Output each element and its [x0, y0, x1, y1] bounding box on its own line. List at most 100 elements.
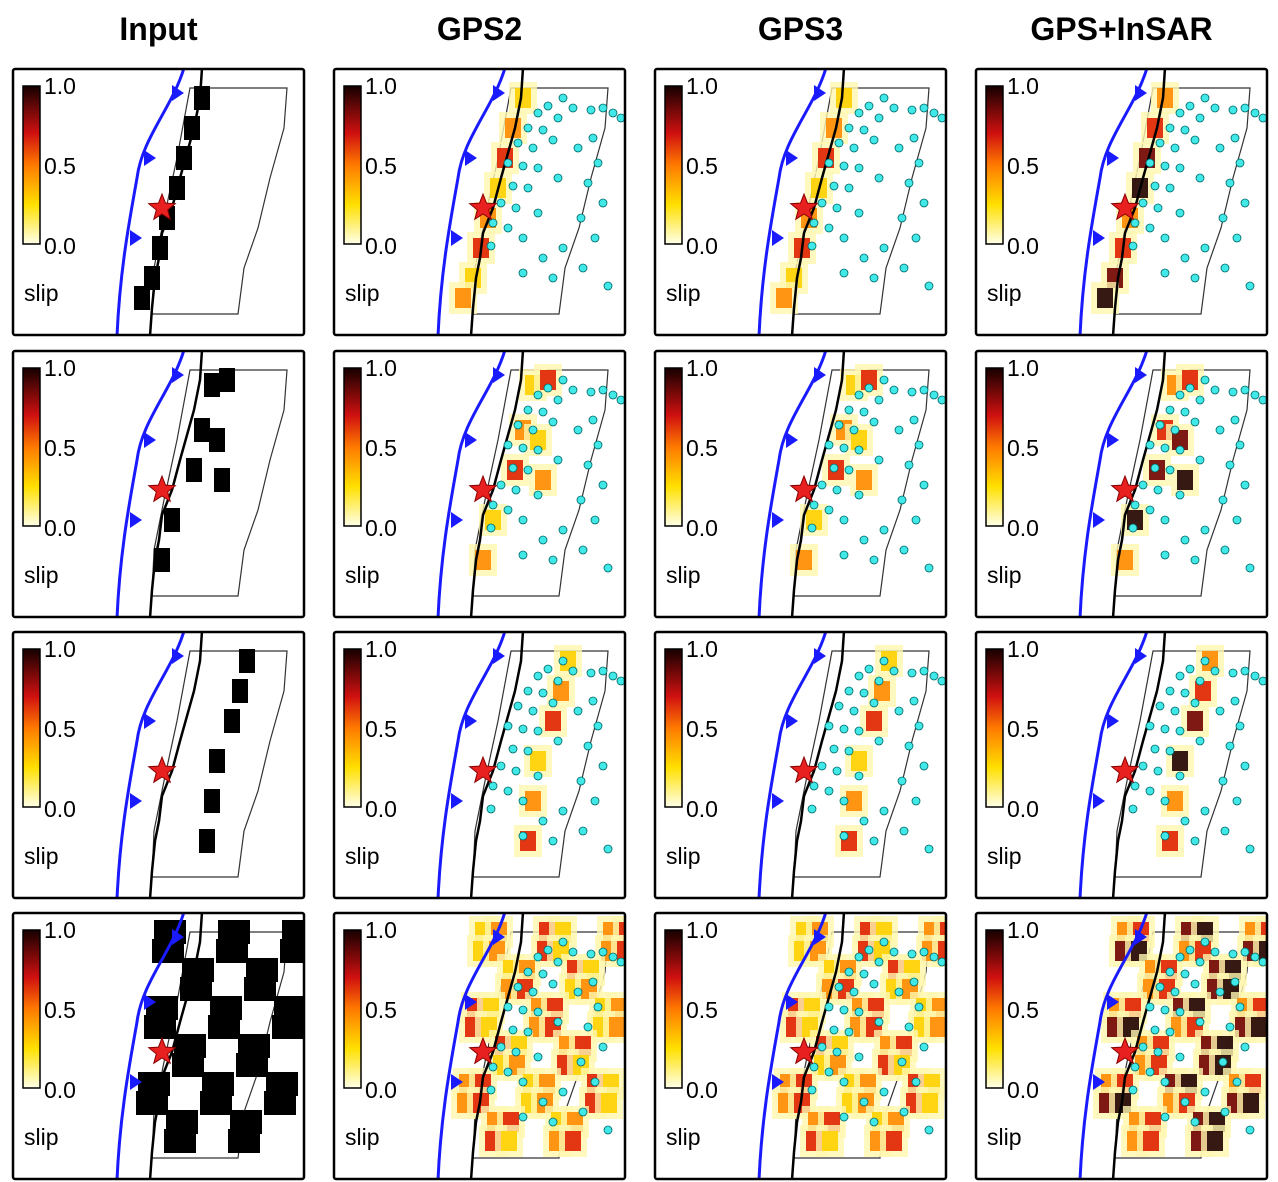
gps-station	[897, 213, 907, 223]
trench-triangle	[144, 713, 156, 729]
gps-station	[1250, 952, 1260, 962]
gps-station	[844, 686, 854, 696]
gps-station	[1128, 804, 1138, 814]
gps-station	[576, 776, 586, 786]
gps-station	[548, 135, 558, 145]
gps-station	[578, 826, 588, 836]
panel-frame	[974, 67, 1269, 337]
gps-station	[523, 686, 533, 696]
gps-station	[889, 103, 899, 113]
gps-station	[486, 241, 496, 251]
map-content	[436, 912, 626, 1180]
gps-station	[1180, 688, 1190, 698]
gps-station	[553, 957, 563, 967]
gps-station	[503, 1002, 513, 1012]
gps-station	[1138, 198, 1148, 208]
trench	[115, 350, 186, 618]
colorbar	[985, 929, 1004, 1089]
gps-station	[1190, 1117, 1200, 1127]
trench-triangle	[130, 793, 142, 809]
trench-triangle	[493, 929, 505, 945]
trench-triangle	[786, 432, 798, 448]
gps-station	[874, 957, 884, 967]
gps-station	[824, 505, 834, 515]
panel-frame	[974, 349, 1269, 619]
gps-station	[588, 133, 598, 143]
slip-patch	[940, 922, 947, 942]
colorbar-tick-label: 0.0	[365, 1077, 397, 1103]
gps-station	[1215, 987, 1225, 997]
gps-station	[1170, 987, 1180, 997]
gps-station	[533, 390, 543, 400]
gps-station	[533, 1007, 543, 1017]
gps-station	[854, 952, 864, 962]
gps-station	[869, 135, 879, 145]
gps-station	[558, 375, 568, 385]
gps-station	[1160, 831, 1170, 841]
gps-station	[869, 979, 879, 989]
gps-station	[1150, 744, 1160, 754]
gps-station	[1245, 844, 1255, 854]
trench	[1078, 350, 1149, 618]
map-content	[436, 350, 626, 618]
gps-station	[1195, 455, 1205, 465]
gps-station	[1218, 495, 1228, 505]
gps-station	[894, 143, 904, 153]
slip-patch	[216, 1091, 232, 1115]
epicenter-star	[147, 755, 177, 784]
slip-patch	[254, 1034, 270, 1058]
column-title: GPS2	[437, 11, 522, 47]
slip-patch	[530, 430, 546, 450]
slip-patch	[230, 1110, 246, 1134]
gps-station	[518, 796, 528, 806]
gps-station	[839, 161, 849, 171]
gps-station	[849, 425, 859, 435]
colorbar-tick-label: 0.0	[686, 515, 718, 541]
gps-station	[1145, 786, 1155, 796]
panel-frame	[653, 67, 948, 337]
trench-triangle	[144, 150, 156, 166]
gps-station	[809, 1062, 819, 1072]
gps-station	[817, 480, 827, 490]
gps-station	[1200, 525, 1210, 535]
gps-station	[1175, 390, 1185, 400]
slip-patch	[280, 939, 296, 963]
slip-patch	[866, 711, 882, 731]
slip-patch	[244, 1129, 260, 1153]
colorbar-tick-label: 1.0	[44, 355, 76, 381]
gps-station	[518, 1112, 528, 1122]
slip-patch	[154, 548, 170, 572]
gps-station	[834, 420, 844, 430]
gps-station	[817, 198, 827, 208]
slip-patch	[861, 370, 877, 390]
gps-station	[488, 218, 498, 228]
gps-station	[1175, 952, 1185, 962]
gps-station	[1130, 781, 1140, 791]
trench	[115, 912, 186, 1180]
slip-patch	[202, 1072, 218, 1096]
slip-patch	[1202, 651, 1218, 671]
gps-station	[588, 696, 598, 706]
colorbar-tick-label: 0.0	[44, 1077, 76, 1103]
trench-triangle	[772, 1074, 784, 1090]
trench-triangle	[786, 994, 798, 1010]
gps-station	[1180, 125, 1190, 135]
slip-patch	[204, 789, 220, 813]
gps-station	[523, 183, 533, 193]
gps-station	[543, 945, 553, 955]
gps-station	[553, 173, 563, 183]
gps-station	[548, 836, 558, 846]
gps-station	[568, 103, 578, 113]
gps-station	[1218, 213, 1228, 223]
gps-station	[548, 555, 558, 565]
gps-station	[528, 987, 538, 997]
gps-station	[1185, 383, 1195, 393]
slip-patch	[186, 458, 202, 482]
slip-patch	[196, 977, 212, 1001]
trench-triangle	[465, 432, 477, 448]
map-panel: 1.0 0.5 0.0 slip	[11, 630, 306, 900]
gps-station	[1175, 771, 1185, 781]
gps-station	[1232, 1077, 1242, 1087]
trench-triangle	[814, 929, 826, 945]
trench	[115, 68, 186, 336]
